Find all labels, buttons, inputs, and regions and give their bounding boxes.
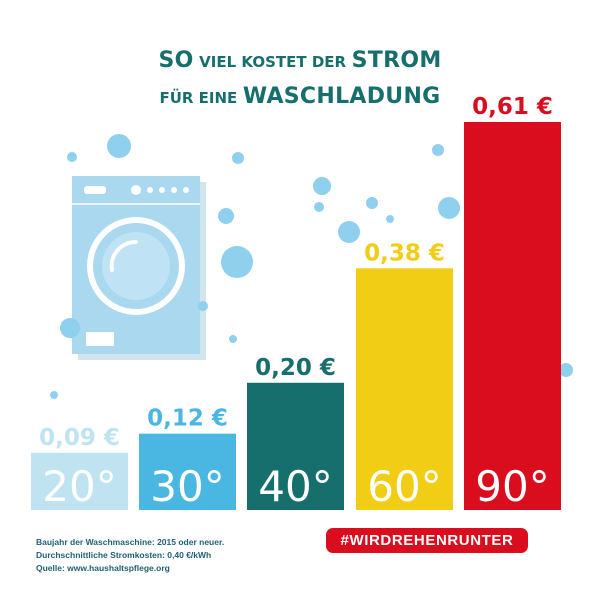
category-label-1: 30° bbox=[150, 462, 224, 511]
title-word-waschladung: WASCHLADUNG bbox=[242, 84, 441, 109]
category-label-2: 40° bbox=[258, 462, 332, 511]
value-label-2: 0,20 € bbox=[255, 355, 336, 381]
bar-2 bbox=[247, 382, 344, 510]
value-label-3: 0,38 € bbox=[364, 240, 445, 266]
title-phrase-fuer-eine: FÜR EINE bbox=[159, 89, 238, 107]
title-word-strom: STROM bbox=[351, 48, 442, 73]
value-label-0: 0,09 € bbox=[39, 425, 120, 451]
bar-4 bbox=[464, 122, 561, 510]
value-label-1: 0,12 € bbox=[147, 406, 228, 432]
footnote-build-year: Baujahr der Waschmaschine: 2015 oder neu… bbox=[36, 537, 225, 547]
category-label-0: 20° bbox=[42, 462, 116, 511]
bar-1 bbox=[139, 433, 236, 510]
bubble-icon bbox=[50, 134, 573, 399]
footnote-source: Quelle: www.haushaltspflege.org bbox=[36, 563, 170, 573]
bar-3 bbox=[356, 268, 453, 510]
category-label-3: 60° bbox=[367, 462, 441, 511]
value-label-4: 0,61 € bbox=[472, 94, 553, 120]
category-label-4: 90° bbox=[475, 462, 549, 511]
hashtag-badge: #WIRDREHENRUNTER bbox=[326, 528, 528, 553]
chart-title-line1: SO VIEL KOSTET DER STROM bbox=[0, 48, 600, 73]
chart-title-line2: FÜR EINE WASCHLADUNG bbox=[0, 84, 600, 109]
footnote-electricity-cost: Durchschnittliche Stromkosten: 0,40 €/kW… bbox=[36, 550, 212, 560]
title-phrase-viel-kostet-der: VIEL KOSTET DER bbox=[199, 53, 347, 71]
title-word-so: SO bbox=[158, 48, 194, 73]
bar-0 bbox=[31, 452, 128, 510]
washing-machine-icon bbox=[72, 176, 206, 360]
